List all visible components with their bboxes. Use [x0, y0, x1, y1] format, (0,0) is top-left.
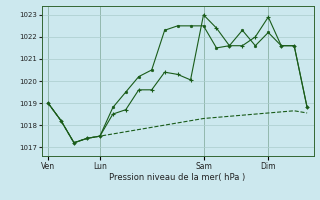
X-axis label: Pression niveau de la mer( hPa ): Pression niveau de la mer( hPa ) [109, 173, 246, 182]
